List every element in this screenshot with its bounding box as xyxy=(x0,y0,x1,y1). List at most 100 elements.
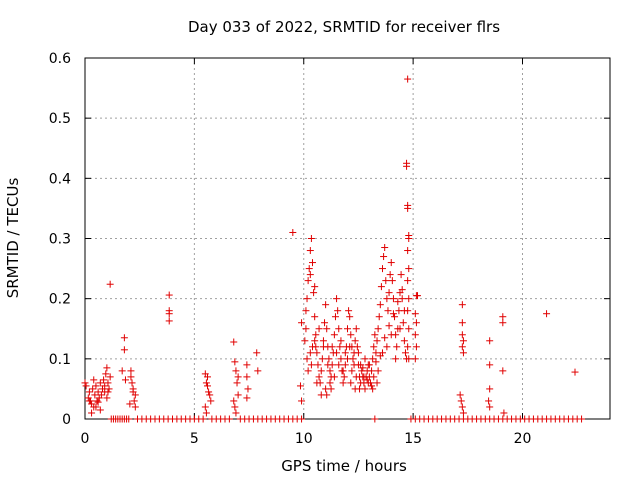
data-point xyxy=(105,385,113,393)
y-tick-label: 0.5 xyxy=(49,111,71,127)
data-point xyxy=(318,355,326,363)
data-point xyxy=(333,295,341,303)
data-point xyxy=(404,343,412,351)
data-point xyxy=(106,280,114,288)
data-point xyxy=(243,373,251,381)
chart-title: Day 033 of 2022, SRMTID for receiver flr… xyxy=(188,18,500,36)
data-point xyxy=(339,379,347,387)
data-point xyxy=(298,319,306,327)
data-point xyxy=(339,367,347,375)
data-point xyxy=(311,337,319,345)
data-point xyxy=(335,361,343,369)
data-point xyxy=(85,388,93,396)
data-point xyxy=(120,346,128,354)
data-point xyxy=(411,310,419,318)
data-point xyxy=(126,400,134,408)
data-point xyxy=(385,322,393,330)
data-point xyxy=(371,415,379,423)
data-point xyxy=(323,325,331,333)
data-point xyxy=(404,75,412,83)
y-tick-label: 0.4 xyxy=(49,171,71,187)
data-point xyxy=(101,382,109,390)
data-point xyxy=(386,271,394,279)
y-tick-label: 0.3 xyxy=(49,232,71,248)
data-point xyxy=(234,373,242,381)
data-point xyxy=(309,259,316,267)
data-point xyxy=(352,373,360,381)
data-point xyxy=(81,379,89,387)
data-point xyxy=(347,379,355,387)
data-point xyxy=(304,367,312,375)
data-point xyxy=(405,235,413,242)
data-point xyxy=(325,355,333,363)
data-point xyxy=(368,382,376,390)
data-point xyxy=(82,382,90,390)
data-point xyxy=(230,397,238,405)
data-point xyxy=(302,325,310,333)
data-point xyxy=(456,391,464,399)
data-point xyxy=(459,337,467,345)
data-point xyxy=(384,307,392,315)
data-point xyxy=(311,313,319,321)
data-point xyxy=(296,382,304,390)
data-point xyxy=(351,337,359,345)
x-axis-tick-labels: 0 5 10 15 20 xyxy=(81,431,532,447)
data-point xyxy=(103,394,111,402)
data-point xyxy=(201,403,209,411)
data-point xyxy=(165,317,173,325)
data-point xyxy=(127,367,135,375)
data-point xyxy=(486,403,494,411)
data-point xyxy=(106,373,114,381)
data-point xyxy=(104,379,112,387)
data-point xyxy=(392,355,400,363)
data-point xyxy=(91,391,99,399)
y-axis-label: SRMTID / TECUs xyxy=(4,178,22,299)
data-point xyxy=(486,385,494,393)
data-point xyxy=(414,292,421,300)
x-tick-label: 5 xyxy=(190,431,199,447)
data-point xyxy=(379,265,386,273)
data-point xyxy=(335,325,343,333)
data-point xyxy=(412,343,420,351)
data-point xyxy=(372,358,380,366)
data-point xyxy=(233,379,241,387)
data-point xyxy=(96,406,104,414)
x-tick-label: 20 xyxy=(514,431,532,447)
data-point xyxy=(404,204,412,212)
x-tick-label: 15 xyxy=(404,431,422,447)
data-point xyxy=(90,403,98,411)
data-point xyxy=(298,415,306,423)
data-point xyxy=(374,367,382,375)
data-point xyxy=(404,277,412,285)
data-point xyxy=(131,403,139,411)
data-point xyxy=(405,295,413,303)
data-point xyxy=(387,259,395,267)
data-point xyxy=(389,310,397,318)
y-tick-label: 0.2 xyxy=(49,292,71,308)
data-point xyxy=(225,415,233,423)
data-point xyxy=(314,361,322,369)
data-point xyxy=(315,373,323,381)
data-point xyxy=(207,397,215,405)
data-point xyxy=(254,367,262,375)
data-point xyxy=(356,385,364,393)
data-point xyxy=(459,349,467,357)
data-point xyxy=(326,379,334,387)
data-point xyxy=(125,415,133,423)
data-point xyxy=(374,325,382,333)
data-point xyxy=(337,355,345,363)
data-point xyxy=(330,331,338,339)
data-point xyxy=(307,235,315,242)
data-point xyxy=(88,409,96,417)
data-point xyxy=(457,397,465,405)
data-point xyxy=(313,379,321,387)
data-point xyxy=(400,337,408,345)
data-point xyxy=(380,253,388,261)
data-point xyxy=(499,367,507,375)
data-point xyxy=(346,313,354,321)
y-axis-tick-labels: 0 0.1 0.2 0.3 0.4 0.5 0.6 xyxy=(49,51,71,428)
data-points xyxy=(81,75,586,423)
data-point xyxy=(369,385,377,393)
data-point xyxy=(231,358,239,366)
data-point xyxy=(458,403,466,411)
